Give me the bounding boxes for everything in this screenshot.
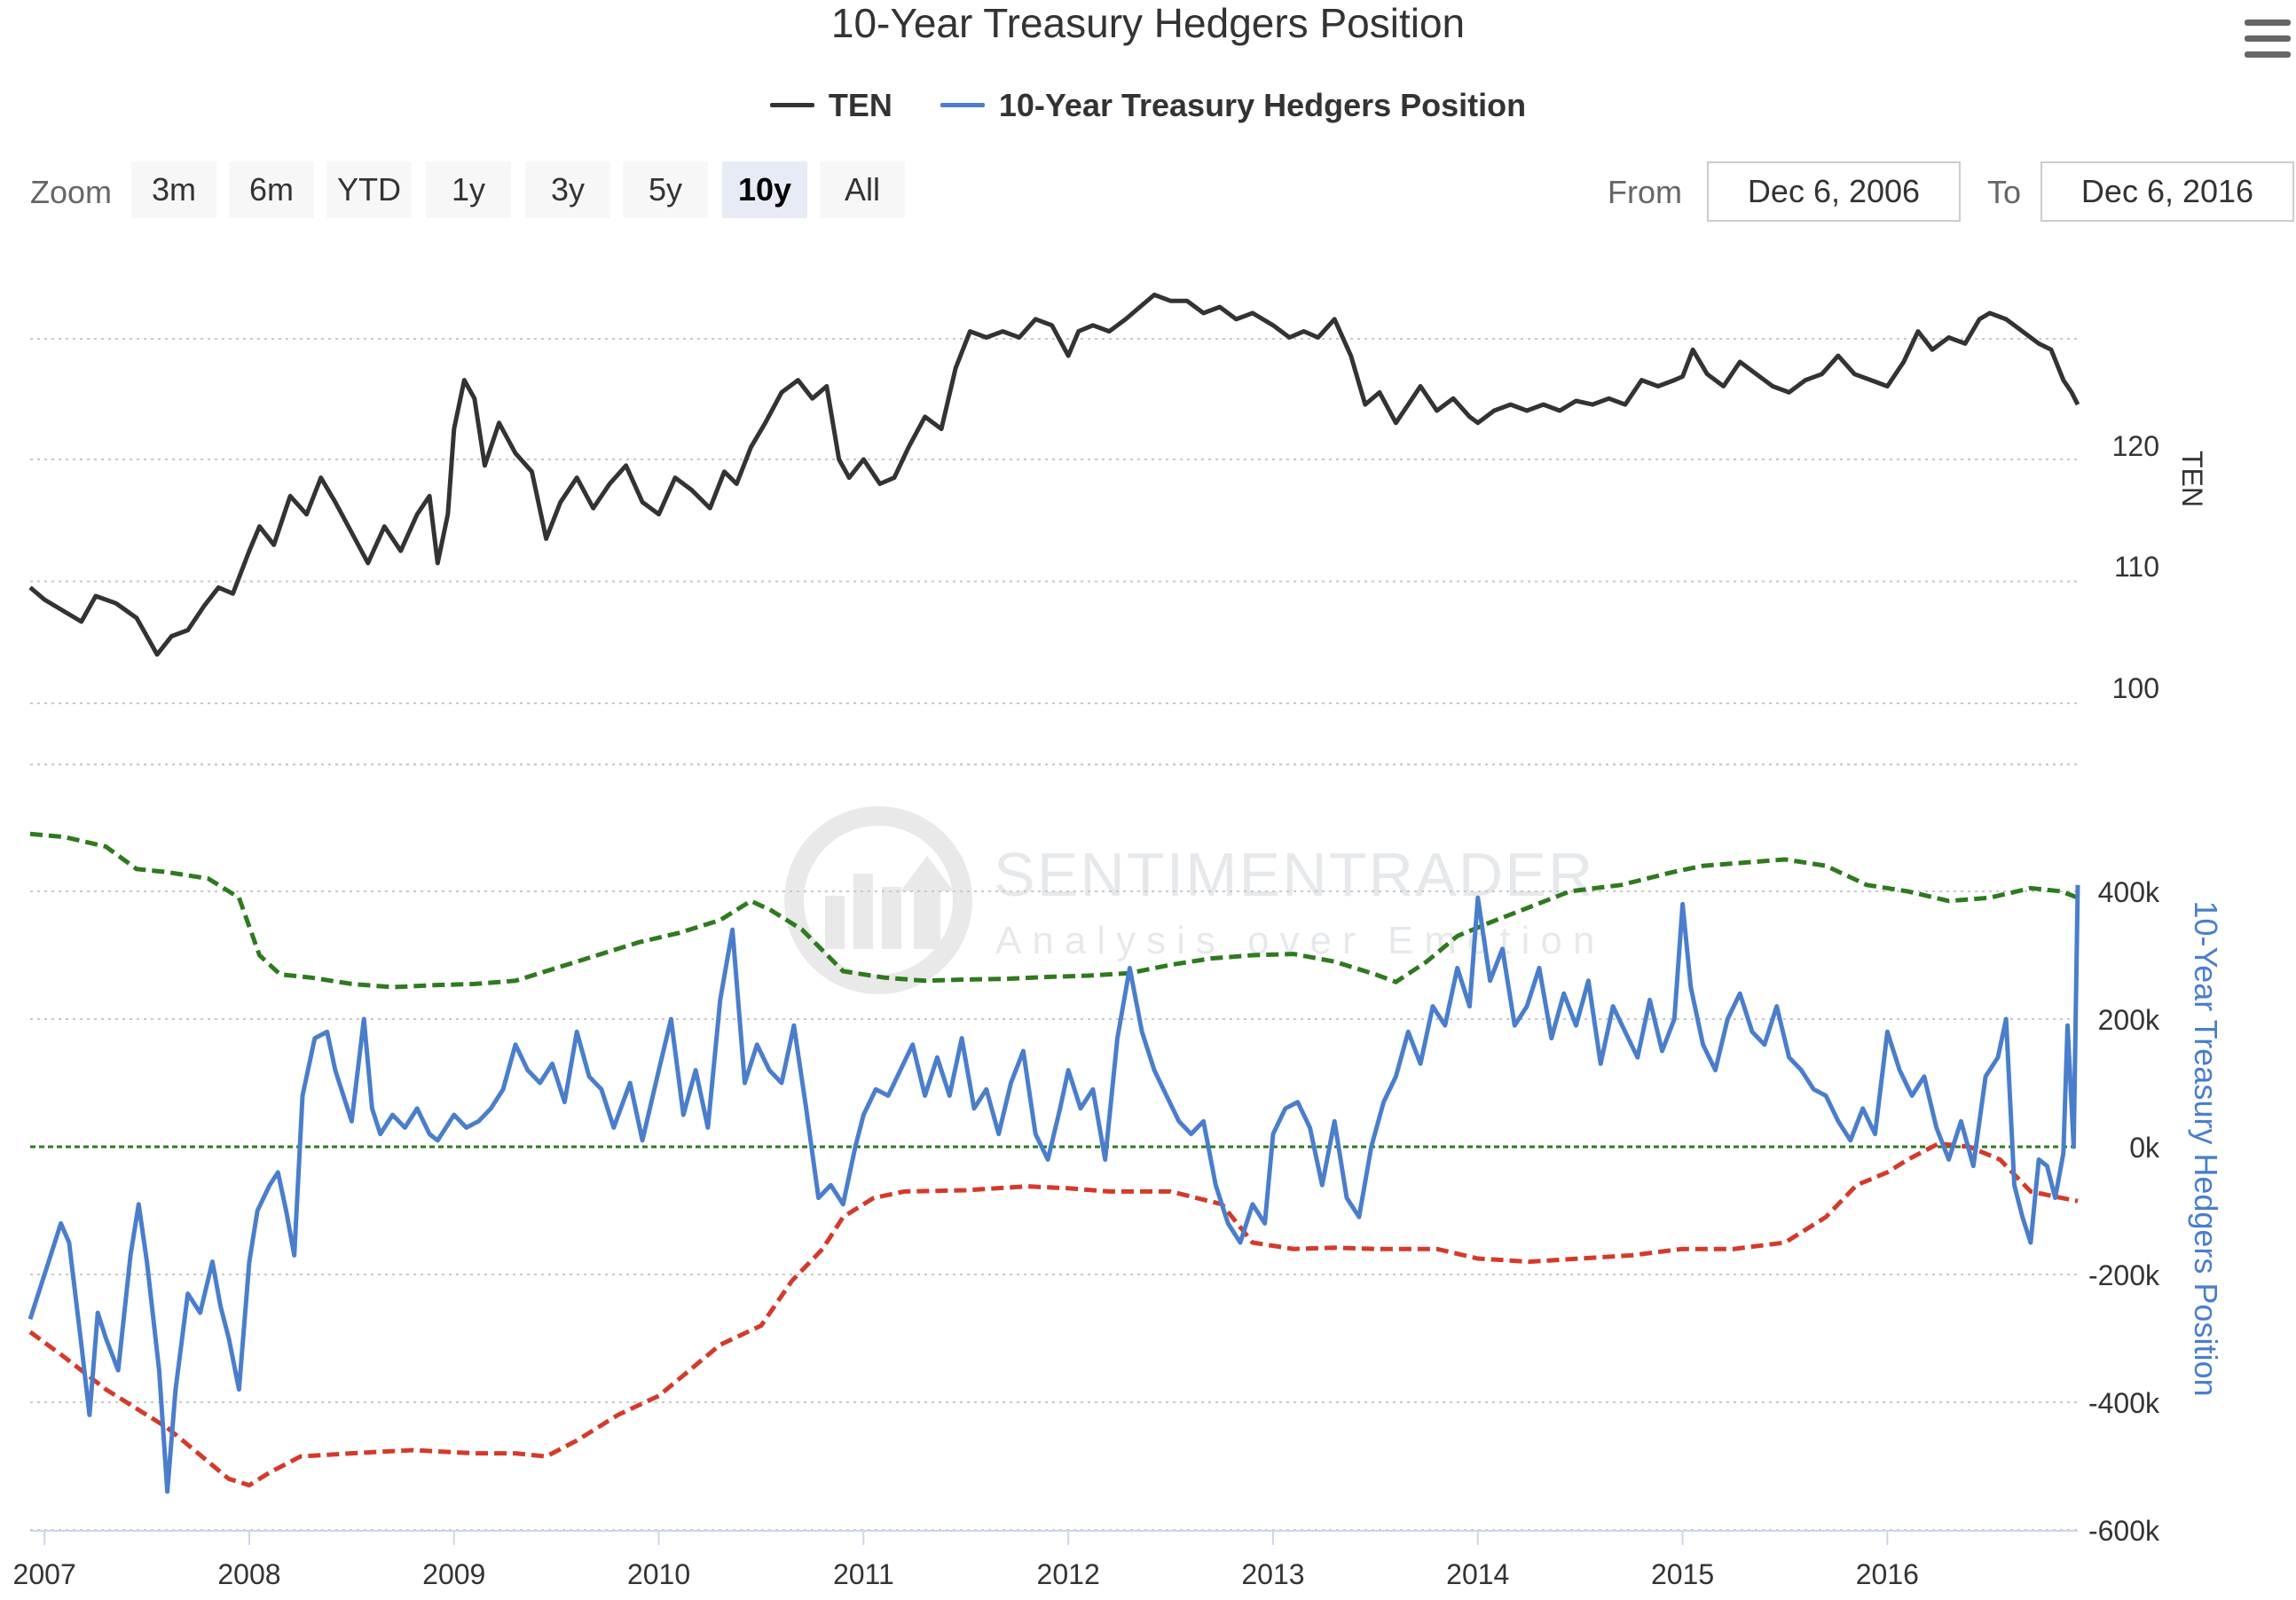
zoom-button-all[interactable]: All <box>820 161 905 218</box>
x-tick-label: 2008 <box>217 1558 280 1590</box>
zoom-button-ytd[interactable]: YTD <box>326 161 412 218</box>
x-tick-label: 2014 <box>1446 1558 1509 1590</box>
legend: TEN 10-Year Treasury Hedgers Position <box>0 78 2296 124</box>
bottom-y-tick-label: 0k <box>2129 1132 2160 1164</box>
top-axis-title: TEN <box>2176 451 2208 507</box>
x-tick-label: 2012 <box>1037 1558 1100 1590</box>
to-label: To <box>1987 174 2022 210</box>
top-y-tick-label: 100 <box>2112 672 2159 704</box>
legend-label-ten: TEN <box>828 86 892 123</box>
chart-title: 10-Year Treasury Hedgers Position <box>830 0 1466 46</box>
watermark-logo-arrow <box>900 856 954 949</box>
axes: 2007 2008 2009 2010 2011 2012 2013 2014 2015 2016… <box>13 430 2224 1590</box>
ten-line <box>28 292 2080 657</box>
top-y-tick-label: 120 <box>2112 430 2159 462</box>
zoom-button-3m[interactable]: 3m <box>131 161 216 218</box>
watermark-logo-bar <box>825 896 845 949</box>
bottom-y-tick-label: -200k <box>2088 1259 2160 1291</box>
bottom-axis-title: 10-Year Treasury Hedgers Position <box>2188 901 2224 1397</box>
top-y-tick-label: 110 <box>2114 551 2159 583</box>
to-date-input[interactable]: Dec 6, 2016 <box>2040 161 2294 222</box>
watermark-logo-bar <box>853 874 873 949</box>
watermark-logo-ring <box>784 806 972 994</box>
from-date-input[interactable]: Dec 6, 2006 <box>1707 161 1961 222</box>
x-tick-label: 2010 <box>627 1558 690 1590</box>
from-label: From <box>1608 174 1682 210</box>
x-tick-label: 2009 <box>422 1558 485 1590</box>
zoom-button-3y[interactable]: 3y <box>525 161 610 218</box>
x-tick-label: 2016 <box>1856 1558 1919 1590</box>
upper-band-line <box>29 831 2079 990</box>
zoom-button-5y[interactable]: 5y <box>623 161 708 218</box>
watermark-logo-bar <box>882 887 901 949</box>
x-tick-label: 2007 <box>13 1558 76 1590</box>
legend-label-hedgers: 10-Year Treasury Hedgers Position <box>998 86 1527 123</box>
legend-swatch-hedgers <box>940 103 985 107</box>
zoom-button-10y[interactable]: 10y <box>722 161 807 218</box>
zoom-button-1y[interactable]: 1y <box>426 161 511 218</box>
bottom-y-tick-label: -400k <box>2088 1387 2160 1419</box>
x-tick-label: 2015 <box>1651 1558 1714 1590</box>
bands <box>28 831 2079 1488</box>
hedgers-position-line <box>28 884 2080 1494</box>
zoom-button-6m[interactable]: 6m <box>229 161 314 218</box>
watermark-subtitle: Analysis over Emotion <box>995 919 1605 962</box>
bottom-y-tick-label: 400k <box>2098 876 2160 908</box>
x-tick-label: 2013 <box>1241 1558 1304 1590</box>
series <box>28 292 2080 1494</box>
watermark-title: SENTIMENTRADER <box>994 840 1594 909</box>
hamburger-menu-icon[interactable] <box>2245 20 2291 59</box>
legend-item-ten[interactable]: TEN <box>769 86 892 124</box>
bottom-y-tick-label: 200k <box>2098 1004 2160 1036</box>
x-tick-label: 2011 <box>833 1558 894 1590</box>
zoom-label: Zoom <box>30 174 113 210</box>
watermark: SENTIMENTRADER Analysis over Emotion <box>784 806 1605 994</box>
lower-band-line <box>28 1141 2079 1488</box>
bottom-y-tick-label: -600k <box>2088 1515 2160 1547</box>
legend-item-hedgers[interactable]: 10-Year Treasury Hedgers Position <box>940 87 1526 124</box>
legend-swatch-ten <box>769 103 814 107</box>
